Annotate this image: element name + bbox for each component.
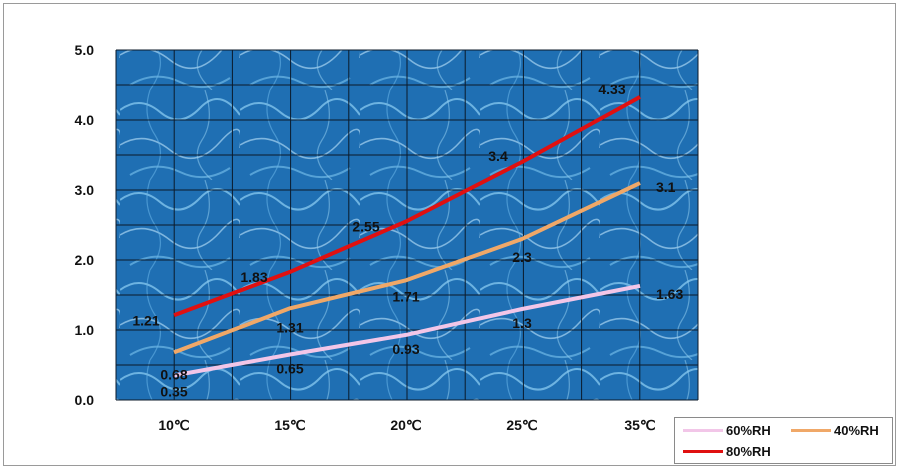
data-label: 1.71 (392, 288, 419, 304)
legend-label-40rh: 40%RH (834, 423, 879, 438)
data-label: 3.1 (656, 179, 676, 195)
y-tick-label: 5.0 (75, 42, 95, 58)
y-tick-label: 4.0 (75, 112, 95, 128)
data-label: 0.93 (392, 341, 419, 357)
y-tick-label: 0.0 (75, 392, 95, 408)
series-line-80rh (173, 95, 641, 318)
data-label: 4.33 (598, 81, 625, 97)
data-label: 1.31 (276, 319, 303, 335)
data-label: 0.68 (160, 366, 187, 382)
data-label: 2.3 (512, 249, 532, 265)
data-label: 0.35 (160, 384, 187, 400)
legend: 60%RH 40%RH 80%RH (674, 417, 893, 464)
x-tick-label: 25℃ (506, 417, 538, 433)
x-axis-ticks: 10℃ 15℃ 20℃ 25℃ 35℃ (158, 417, 656, 433)
legend-label-60rh: 60%RH (726, 423, 771, 438)
y-tick-label: 1.0 (75, 322, 95, 338)
x-tick-label: 35℃ (624, 417, 656, 433)
data-label: 2.55 (352, 219, 379, 235)
legend-swatch-60rh (683, 429, 723, 432)
data-label: 1.63 (656, 286, 683, 302)
x-tick-label: 15℃ (274, 417, 306, 433)
legend-item-60rh: 60%RH (683, 423, 771, 438)
series-lines (173, 95, 641, 378)
data-label: 3.4 (488, 148, 508, 164)
legend-swatch-80rh (683, 450, 723, 453)
data-label: 0.65 (276, 361, 303, 377)
x-tick-label: 20℃ (390, 417, 422, 433)
data-label: 1.83 (240, 269, 267, 285)
legend-item-40rh: 40%RH (791, 423, 879, 438)
series-line-60rh (173, 283, 641, 378)
y-tick-label: 2.0 (75, 252, 95, 268)
data-label: 1.3 (512, 315, 532, 331)
legend-label-80rh: 80%RH (726, 444, 771, 459)
x-tick-label: 10℃ (158, 417, 190, 433)
y-axis-ticks: 0.0 1.0 2.0 3.0 4.0 5.0 (75, 42, 95, 408)
data-label: 1.21 (132, 312, 159, 328)
data-labels: 0.35 0.65 0.93 1.3 1.63 0.68 1.31 1.71 2.3 3.1 1.2… (132, 81, 683, 400)
chart-frame (3, 3, 896, 466)
series-line-40rh (173, 181, 641, 355)
legend-item-80rh: 80%RH (683, 444, 771, 459)
legend-swatch-40rh (791, 429, 831, 432)
y-tick-label: 3.0 (75, 182, 95, 198)
gridlines (115, 49, 699, 401)
